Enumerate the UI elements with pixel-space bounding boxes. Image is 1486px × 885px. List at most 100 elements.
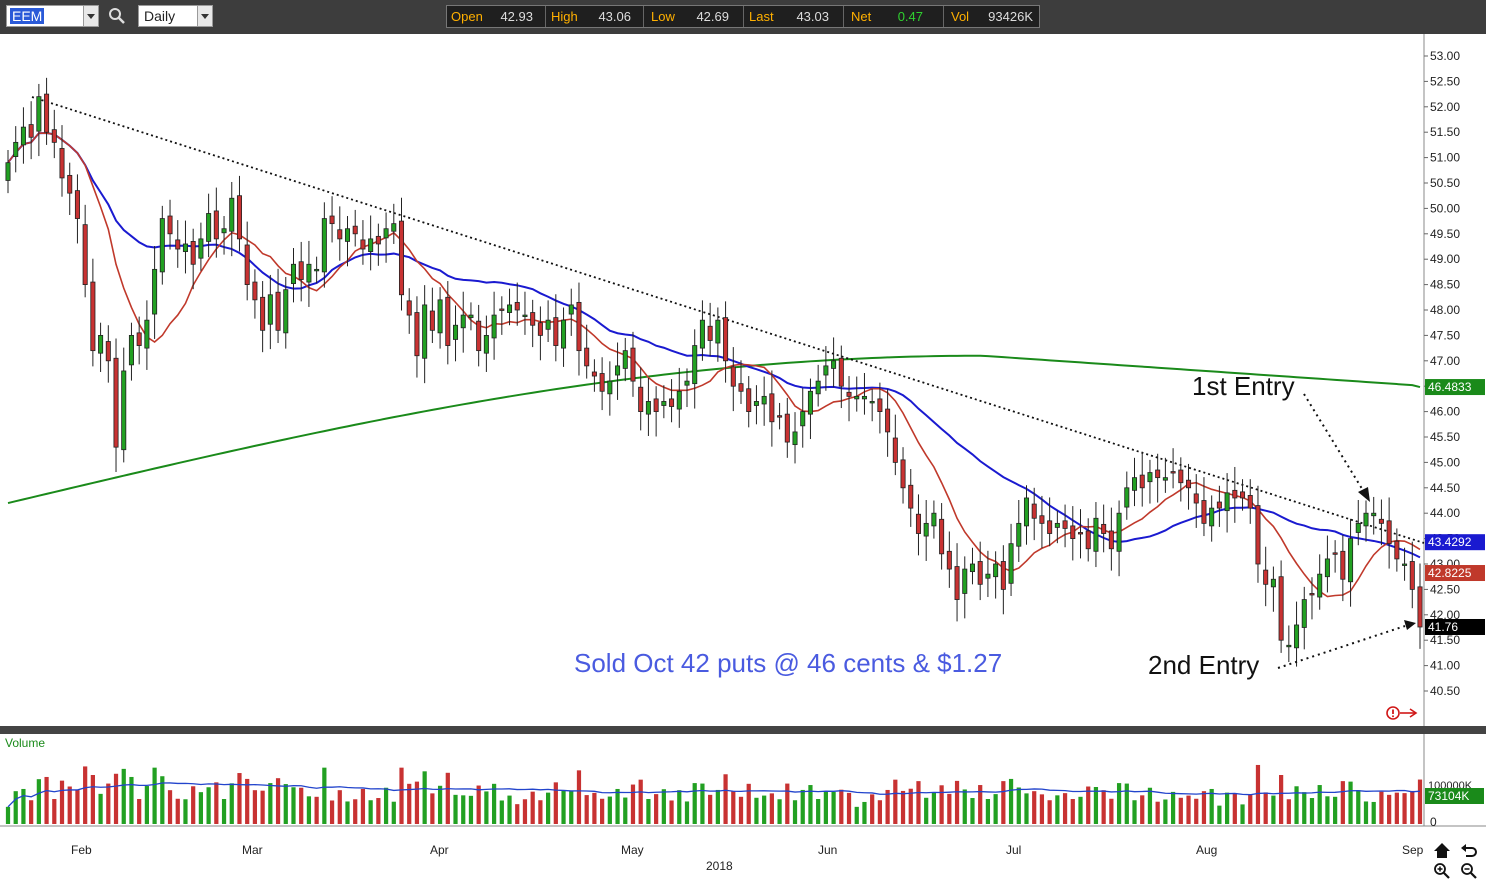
zoom-in-icon[interactable] [1433,862,1451,885]
volume-bar [669,800,674,824]
volume-bar [1309,798,1315,824]
candle-body [1108,530,1114,550]
candle [684,368,690,408]
search-icon[interactable] [108,7,126,25]
candle-body [1132,477,1138,491]
volume-bar [206,787,211,824]
interval-select[interactable]: Daily [138,5,198,27]
candle-body [653,398,659,412]
candle-body [599,373,605,392]
volume-bar [1201,791,1207,824]
y-tick-label: 42.00 [1430,608,1460,622]
volume-bar [970,798,975,824]
volume-bar [885,789,890,824]
candle [946,531,952,588]
candle-body [1047,520,1053,534]
candle [59,125,65,197]
volume-bar [75,789,80,824]
volume-bar [530,791,535,824]
candle-body [1263,569,1269,585]
candle [846,376,852,422]
volume-bar [106,783,111,824]
candle-body [769,393,775,423]
candle-body [638,386,644,413]
volume-bar [769,793,774,824]
candle-body [561,319,567,349]
candle-body [1186,479,1192,489]
symbol-input[interactable]: EEM [6,5,84,27]
volume-bar [1356,790,1361,824]
y-tick-label: 52.50 [1430,74,1460,88]
y-tick-label: 50.50 [1430,176,1460,190]
volume-bar [592,792,597,824]
candle-body [321,218,327,273]
volume-bar [461,795,466,824]
volume-bar [1093,787,1099,824]
candle-body [229,197,235,232]
toolbar: EEM Daily Open 42.93 High 43.06 Low 42.6… [0,0,1486,34]
undo-icon[interactable] [1460,842,1478,865]
candle [877,382,883,434]
price-chart[interactable]: 40.5041.0041.5042.0042.5043.0043.5044.00… [0,34,1486,881]
home-icon[interactable] [1433,842,1451,865]
volume-bar [353,799,358,824]
candle-body [630,347,636,382]
candle-body [391,223,397,232]
alert-icon[interactable] [1386,706,1418,720]
volume-bar [437,785,443,824]
candle [167,199,173,250]
volume-bar [708,794,713,824]
candle [260,281,266,353]
volume-bar [299,787,304,824]
candle-body [252,281,258,301]
ma-50-line [7,132,1421,559]
candle-body [290,263,296,284]
zoom-out-icon[interactable] [1460,862,1478,885]
candle-body [1232,489,1238,499]
symbol-dropdown-button[interactable] [83,5,99,27]
candle-body [615,365,621,376]
candle-body [483,334,489,354]
candle [954,543,960,622]
candle-body [923,522,929,537]
candle [144,300,150,370]
candle-body [453,324,459,340]
candle-body [414,312,420,357]
candle-body [499,308,505,311]
candle-body [314,268,320,272]
candle-body [892,437,898,463]
candle-body [1124,487,1130,508]
candle [175,220,181,268]
candle [20,107,26,164]
y-tick-label: 47.50 [1430,328,1460,342]
candle-body [1240,491,1246,499]
volume-bar [198,792,204,824]
candle-body [645,401,651,415]
candle [1363,500,1369,542]
candle [321,202,327,288]
volume-bar [368,800,373,824]
candle [275,268,281,344]
volume-bar [862,801,867,824]
candle [507,288,513,326]
candle [1417,563,1423,649]
interval-dropdown-button[interactable] [197,5,213,27]
candle-body [1332,552,1338,555]
candle [105,325,111,383]
high-label: High [551,9,578,24]
candle-body [267,294,273,325]
candle [206,193,212,258]
candle [499,296,505,335]
candle [715,307,721,362]
volume-bar [491,783,497,824]
candle [568,288,574,336]
candle [1085,518,1091,562]
candle [1324,535,1330,593]
volume-bar [1008,778,1014,824]
candle [1402,547,1408,581]
volume-bar [1348,781,1353,824]
candle-body [460,314,466,329]
candle-body [182,243,188,252]
candle-body [1201,500,1207,524]
volume-bar [1124,783,1129,824]
